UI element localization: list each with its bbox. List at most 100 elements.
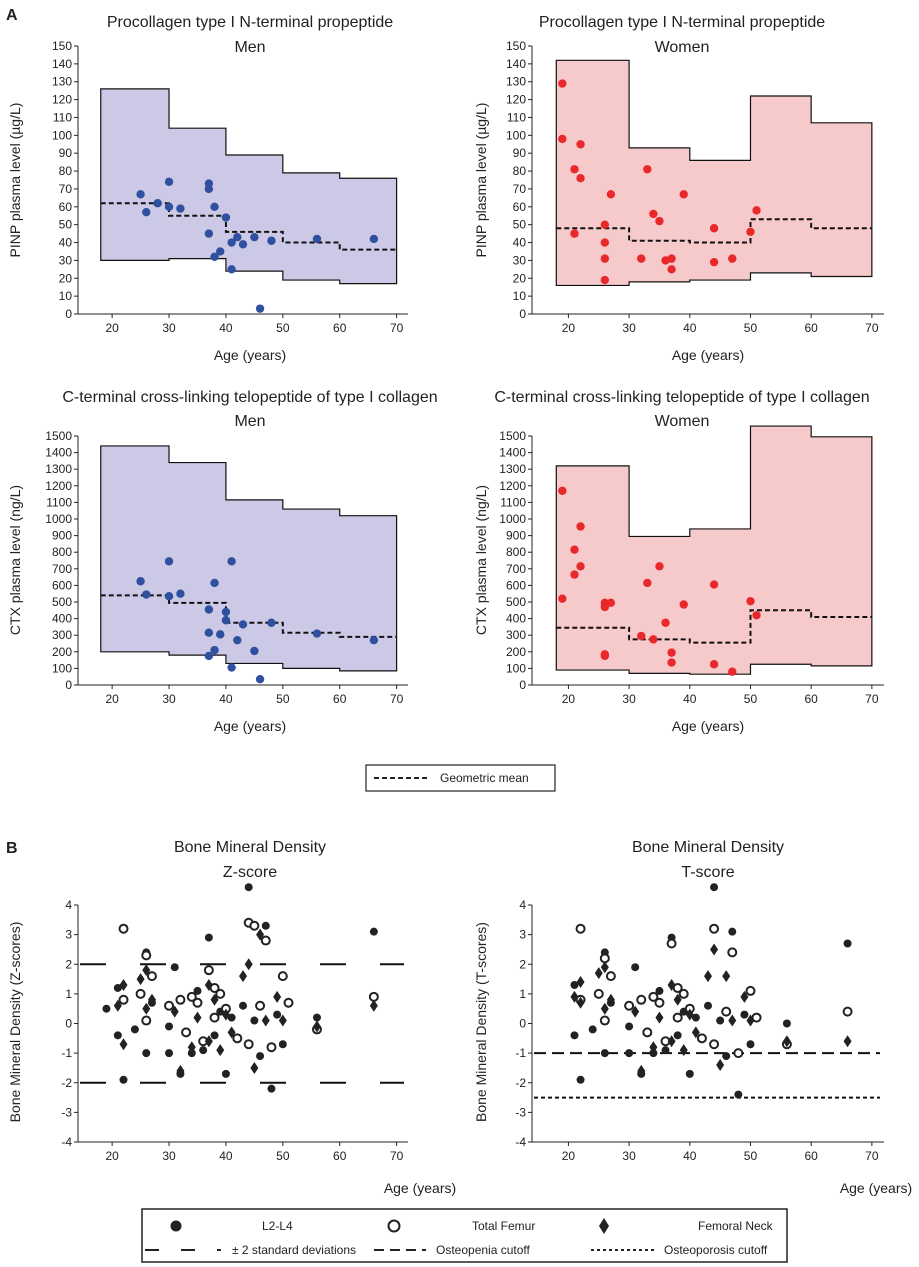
data-point-total-femur [181, 1027, 192, 1038]
data-point-femoral-neck [210, 993, 219, 1006]
geometric-mean-line [556, 609, 872, 644]
data-point-total-femur [605, 971, 616, 982]
data-point-total-femur [141, 950, 152, 961]
data-point-l2l4 [734, 1090, 743, 1099]
data-point [369, 234, 379, 244]
data-point [667, 658, 676, 667]
x-tick-label: 50 [276, 1149, 290, 1163]
data-point-total-femur [164, 1000, 175, 1011]
data-point [216, 630, 225, 639]
data-point [643, 578, 652, 588]
chart-subtitle: Women [655, 413, 710, 430]
y-tick-label: 140 [506, 57, 526, 71]
y-tick-label: 600 [52, 578, 72, 592]
data-point-femoral-neck [204, 1035, 213, 1048]
data-point [221, 213, 231, 222]
data-point-femoral-neck [278, 1014, 287, 1027]
data-point-femoral-neck [136, 973, 145, 986]
data-point-l2l4 [685, 1069, 694, 1078]
data-point [267, 236, 276, 245]
chart-bmd-t: Bone Mineral Density T-score -4 -3 -2 -1 0 1 2 3 4… [473, 839, 912, 1196]
y-tick-label: 900 [506, 529, 526, 543]
legend-l2l4-marker [170, 1220, 182, 1232]
y-tick-label: 90 [59, 146, 73, 160]
chart-title: C-terminal cross-linking telopeptide of … [494, 389, 869, 406]
data-point-femoral-neck [667, 978, 676, 991]
data-point-femoral-neck [142, 964, 151, 977]
mean-legend-box [365, 764, 556, 792]
y-tick-label: 300 [506, 628, 526, 642]
y-tick-label: 1200 [499, 479, 526, 493]
data-point-femoral-neck [606, 993, 615, 1006]
data-point-l2l4 [204, 933, 213, 942]
chart-subtitle: Women [655, 39, 710, 56]
x-tick-label: 40 [683, 692, 697, 706]
data-point [221, 616, 231, 625]
y-tick-label: -4 [61, 1135, 72, 1149]
y-tick-label: 1100 [500, 495, 526, 509]
y-tick-label: 130 [506, 75, 526, 89]
y-tick-label: 30 [59, 253, 73, 267]
x-tick-label: 30 [622, 1149, 636, 1163]
data-point [709, 224, 719, 233]
data-point [221, 607, 231, 617]
x-tick-label: 70 [865, 1149, 879, 1163]
y-axis-label: Bone Mineral Density (T-scores) [473, 922, 489, 1122]
data-point [227, 557, 236, 566]
x-tick-label: 60 [333, 321, 347, 335]
data-point-femoral-neck [716, 1058, 725, 1071]
y-tick-label: 90 [513, 146, 527, 160]
chart-subtitle: Z-score [223, 864, 277, 881]
data-point-l2l4 [631, 963, 640, 972]
data-point-femoral-neck [176, 1064, 185, 1077]
data-point-total-femur [654, 997, 665, 1008]
data-point-l2l4 [267, 1084, 276, 1093]
y-tick-label: 120 [52, 93, 72, 107]
data-point-femoral-neck [142, 1002, 151, 1015]
data-point [600, 275, 610, 285]
legend-osteopenia-label: Osteopenia cutoff [436, 1243, 531, 1257]
data-point-l2l4 [210, 1031, 219, 1040]
data-point-femoral-neck [576, 976, 585, 989]
y-tick-label: 0 [519, 307, 526, 321]
y-tick-label: 100 [52, 661, 72, 675]
x-tick-label: 50 [276, 692, 290, 706]
data-point [164, 557, 174, 566]
data-point-total-femur [175, 994, 186, 1005]
x-tick-label: 70 [865, 692, 879, 706]
data-point-femoral-neck [685, 1008, 694, 1021]
chart-title: Procollagen type I N-terminal propeptide [539, 14, 825, 31]
data-point [576, 140, 585, 149]
data-point-total-femur [648, 991, 659, 1002]
data-point-femoral-neck [170, 1005, 179, 1018]
y-tick-label: 140 [52, 57, 72, 71]
legend-l2l4-label: L2-L4 [262, 1219, 293, 1233]
y-tick-label: 1 [65, 987, 72, 1001]
y-tick-label: 800 [52, 545, 72, 559]
data-point-total-femur [599, 1015, 610, 1026]
data-point [728, 667, 737, 676]
y-tick-label: -1 [61, 1046, 72, 1060]
data-point-femoral-neck [728, 1014, 737, 1027]
data-point-total-femur [666, 938, 677, 949]
data-point [136, 577, 145, 586]
x-tick-label: 70 [390, 321, 404, 335]
data-point-l2l4 [588, 1025, 597, 1034]
data-point [227, 663, 236, 672]
data-point-femoral-neck [239, 970, 247, 983]
y-axis-label: CTX plasma level (ng/L) [7, 485, 23, 635]
data-point [164, 177, 174, 186]
data-point-femoral-neck [216, 1044, 225, 1057]
data-point-l2l4 [244, 883, 253, 892]
data-point-femoral-neck [594, 967, 603, 980]
x-tick-label: 20 [562, 692, 576, 706]
legend-total-femur-label: Total Femur [472, 1219, 535, 1233]
y-tick-label: 0 [65, 307, 72, 321]
data-point [369, 635, 379, 645]
data-point [752, 611, 761, 620]
y-tick-label: 1000 [45, 512, 72, 526]
data-point-l2l4 [130, 1025, 139, 1034]
data-point-femoral-neck [704, 970, 712, 983]
data-point [643, 165, 652, 174]
data-point-total-femur [709, 923, 720, 934]
